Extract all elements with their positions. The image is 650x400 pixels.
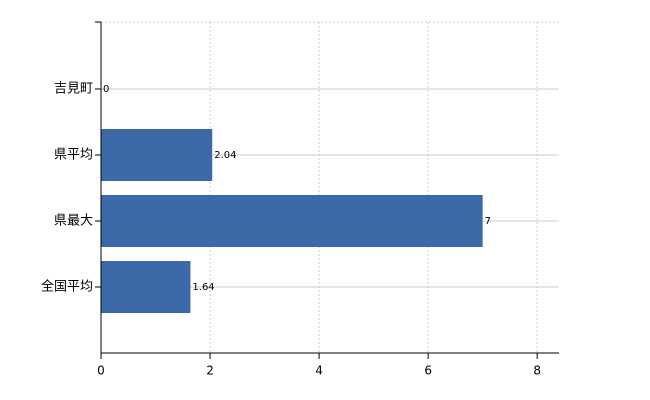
y-tick-label: 全国平均 <box>41 279 93 295</box>
value-label: 2.04 <box>214 150 236 161</box>
x-tick-label: 4 <box>315 364 323 378</box>
value-label: 7 <box>485 216 491 227</box>
bar <box>101 261 191 313</box>
x-tick-label: 8 <box>533 364 541 378</box>
y-tick-label: 吉見町 <box>54 82 93 97</box>
value-label: 0 <box>103 84 109 95</box>
x-tick-label: 6 <box>424 364 432 378</box>
x-tick-label: 2 <box>206 364 214 378</box>
bar <box>101 129 213 181</box>
bar <box>101 195 483 247</box>
y-tick-label: 県最大 <box>54 214 93 229</box>
y-tick-label: 県平均 <box>54 148 93 163</box>
value-label: 1.64 <box>192 282 214 293</box>
x-tick-label: 0 <box>97 364 105 378</box>
